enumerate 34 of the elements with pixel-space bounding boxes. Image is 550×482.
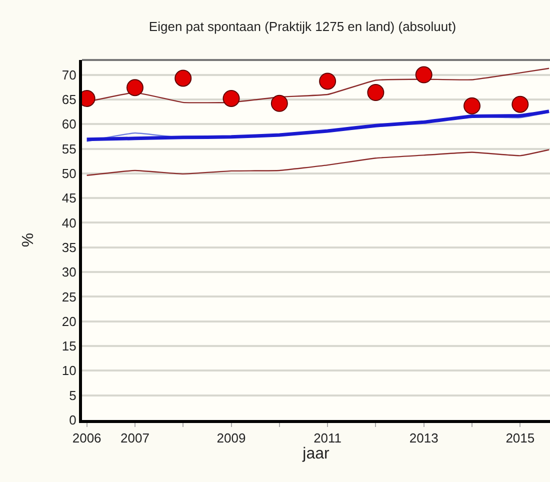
point	[319, 72, 336, 90]
y-tick-label: 15	[62, 338, 76, 354]
y-tick-label: 70	[62, 67, 76, 82]
y-tick-label: 60	[62, 116, 76, 132]
y-tick-label: 0	[69, 412, 76, 428]
point	[270, 94, 288, 112]
point	[415, 66, 432, 84]
y-tick-label: 25	[62, 289, 76, 304]
y-tick-label: 30	[62, 264, 76, 280]
y-tick-label: 55	[62, 141, 76, 156]
x-tick-label: 2009	[216, 430, 246, 446]
x-tick-label: 2007	[120, 430, 150, 446]
point	[512, 96, 529, 113]
y-tick-label: 40	[62, 215, 76, 230]
y-axis-title: %	[20, 232, 37, 248]
point	[367, 84, 384, 102]
point	[126, 79, 144, 96]
x-tick-label: 2011	[314, 430, 342, 446]
y-tick-label: 5	[69, 388, 76, 403]
y-tick-label: 50	[62, 166, 76, 181]
y-tick-label: 10	[62, 363, 76, 378]
point	[222, 90, 240, 107]
x-axis-title: jaar	[302, 446, 330, 463]
y-tick-label: 65	[62, 92, 76, 107]
x-tick-label: 2013	[409, 430, 438, 446]
point	[464, 97, 480, 114]
y-tick-label: 45	[62, 190, 76, 206]
point	[174, 70, 192, 87]
x-tick-label: 2015	[506, 430, 535, 446]
x-tick-label: 2006	[72, 430, 102, 446]
y-tick-label: 20	[62, 314, 76, 329]
chart-title: Eigen pat spontaan (Praktijk 1275 en land) (absoluut)	[148, 18, 456, 34]
y-tick-label: 35	[62, 240, 76, 255]
line-series	[86, 149, 550, 176]
